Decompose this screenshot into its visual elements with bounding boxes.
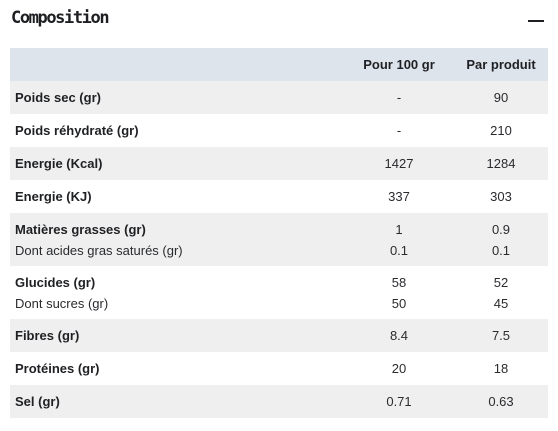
header-per-product: Par produit [466, 57, 536, 72]
table-row: Poids sec (gr) - 90 [10, 81, 548, 114]
row-label: Poids sec (gr) [15, 90, 101, 105]
value-per-product: 7.5 [491, 328, 511, 343]
value-per-100g: 1 [395, 221, 403, 237]
subvalue-per-product: 45 [493, 295, 509, 311]
header-per-100g: Pour 100 gr [363, 57, 435, 72]
table-row: Sel (gr) 0.71 0.63 [10, 385, 548, 418]
value-per-product: 90 [493, 90, 509, 105]
header-nutrient [10, 48, 344, 81]
table-row: Matières grasses (gr) Dont acides gras s… [10, 213, 548, 266]
table-header-row: Pour 100 gr Par produit [10, 48, 548, 81]
table-row: Protéines (gr) 20 18 [10, 352, 548, 385]
row-sublabel: Dont sucres (gr) [15, 295, 109, 311]
value-per-product: 303 [490, 189, 512, 204]
value-per-product: 1284 [486, 156, 516, 171]
composition-header[interactable]: Composition [11, 6, 547, 36]
value-per-100g: - [396, 123, 402, 138]
value-per-100g: - [396, 90, 402, 105]
value-per-100g: 20 [391, 361, 407, 376]
table-row: Energie (Kcal) 1427 1284 [10, 147, 548, 180]
table-row: Energie (KJ) 337 303 [10, 180, 548, 213]
nutrition-table: Pour 100 gr Par produit Poids sec (gr) -… [10, 48, 548, 418]
row-label: Matières grasses (gr) [15, 221, 146, 237]
value-per-100g: 1427 [384, 156, 414, 171]
value-per-product: 52 [493, 274, 509, 290]
minus-icon[interactable] [525, 10, 547, 32]
value-per-100g: 8.4 [389, 328, 409, 343]
value-per-product: 210 [490, 123, 512, 138]
row-label: Sel (gr) [15, 394, 60, 409]
row-label: Glucides (gr) [15, 274, 96, 290]
row-label: Energie (Kcal) [15, 156, 103, 171]
row-label: Protéines (gr) [15, 361, 100, 376]
table-row: Poids réhydraté (gr) - 210 [10, 114, 548, 147]
row-label: Fibres (gr) [15, 328, 80, 343]
table-row: Fibres (gr) 8.4 7.5 [10, 319, 548, 352]
value-per-product: 0.63 [488, 394, 514, 409]
subvalue-per-product: 0.1 [491, 242, 511, 258]
row-label: Energie (KJ) [15, 189, 92, 204]
subvalue-per-100g: 50 [391, 295, 407, 311]
value-per-product: 0.9 [491, 221, 511, 237]
value-per-100g: 0.71 [386, 394, 412, 409]
table-row: Glucides (gr) Dont sucres (gr) 58 50 52 … [10, 266, 548, 319]
value-per-100g: 58 [391, 274, 407, 290]
row-label: Poids réhydraté (gr) [15, 123, 139, 138]
value-per-product: 18 [493, 361, 509, 376]
row-sublabel: Dont acides gras saturés (gr) [15, 242, 183, 258]
value-per-100g: 337 [388, 189, 410, 204]
subvalue-per-100g: 0.1 [389, 242, 409, 258]
section-title: Composition [11, 8, 110, 28]
minus-icon-bar [528, 20, 544, 22]
